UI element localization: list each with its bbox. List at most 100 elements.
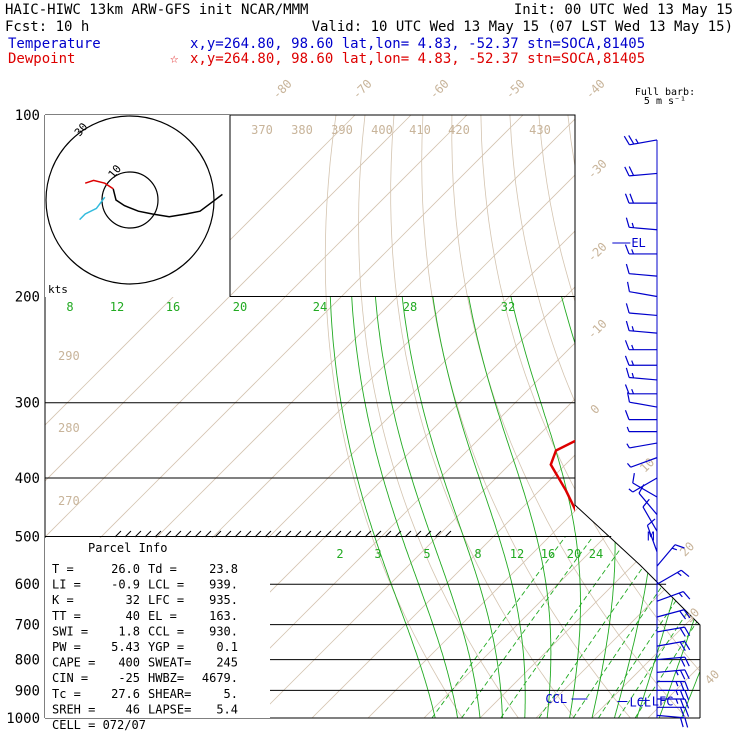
wind-barb-flag bbox=[624, 244, 630, 255]
theta-label: 410 bbox=[409, 123, 431, 137]
parcel-cell: 27.6 bbox=[111, 687, 140, 701]
isotherm-label: -70 bbox=[350, 77, 375, 102]
parcel-cell: 32 bbox=[126, 593, 140, 607]
wind-barb-flag bbox=[624, 193, 630, 204]
wind-barb-flag bbox=[629, 193, 635, 204]
parcel-title: Parcel Info bbox=[88, 541, 167, 555]
wind-barb-flag bbox=[635, 138, 639, 144]
wind-barb-flag bbox=[623, 135, 630, 146]
theta-label: 430 bbox=[529, 123, 551, 137]
parcel-cell: PW = bbox=[52, 640, 81, 654]
wind-barb bbox=[646, 518, 658, 552]
wind-barb-flag bbox=[626, 281, 631, 292]
freezing-hatch bbox=[144, 530, 152, 538]
wind-barb-flag bbox=[671, 547, 678, 551]
parcel-cell: 4679. bbox=[202, 671, 238, 685]
wind-barb-flag bbox=[679, 610, 687, 620]
wind-barb-flag bbox=[679, 627, 686, 637]
wind-barb bbox=[656, 656, 690, 667]
wind-barb-flag bbox=[675, 698, 679, 704]
dry-adiabat-line bbox=[713, 115, 740, 731]
freezing-hatch bbox=[404, 530, 412, 538]
wind-barb-flag bbox=[628, 488, 634, 493]
parcel-cell: 245 bbox=[216, 656, 238, 670]
parcel-cell: CCL = bbox=[148, 624, 184, 638]
freezing-hatch bbox=[394, 530, 402, 538]
wind-barb-staff bbox=[629, 401, 658, 408]
hodograph-units: kts bbox=[48, 283, 68, 296]
freezing-hatch bbox=[244, 530, 252, 538]
legend-temperature-info: x,y=264.80, 98.60 lat,lon= 4.83, -52.37 … bbox=[190, 36, 645, 52]
wind-barb-flag bbox=[625, 263, 630, 274]
barb-title: Full barb: bbox=[635, 87, 695, 98]
wind-barb bbox=[625, 367, 658, 381]
dry-adiabat-line bbox=[358, 115, 528, 718]
wind-barb-flag bbox=[624, 166, 630, 177]
wind-barb-flag bbox=[642, 498, 650, 508]
parcel-cell: 930. bbox=[209, 624, 238, 638]
wind-barb-staff bbox=[656, 626, 685, 633]
wind-barb bbox=[624, 384, 657, 395]
pressure-tick-label: 500 bbox=[15, 529, 40, 545]
legend-dewpoint: Dewpoint bbox=[8, 51, 75, 67]
freezing-hatch bbox=[384, 530, 392, 538]
wind-barb bbox=[657, 698, 690, 709]
isotherm-line bbox=[298, 115, 700, 718]
freezing-hatch bbox=[184, 530, 192, 538]
wind-barb bbox=[656, 714, 689, 728]
parcel-cell: LI = bbox=[52, 578, 81, 592]
parcel-cell: 0.1 bbox=[216, 640, 238, 654]
dry-adiabat-line bbox=[683, 115, 700, 718]
wind-barb-flag bbox=[675, 670, 679, 676]
isotherm-line bbox=[466, 115, 700, 718]
mixing-ratio-label: 24 bbox=[589, 547, 603, 561]
wind-barb-flag bbox=[631, 360, 635, 366]
isotherm-line bbox=[45, 115, 468, 718]
wind-barb-flag bbox=[624, 384, 630, 395]
isotherm-line bbox=[45, 115, 524, 718]
wind-barb-staff bbox=[630, 457, 658, 468]
wind-barb-flag bbox=[631, 326, 635, 332]
moist-adiabat-label: 20 bbox=[233, 300, 247, 314]
freezing-hatch bbox=[204, 530, 212, 538]
wind-barb-flag bbox=[647, 518, 656, 526]
mixing-ratio-label: 20 bbox=[567, 547, 581, 561]
freezing-hatch bbox=[314, 530, 322, 538]
moist-adiabat-line bbox=[374, 296, 481, 718]
parcel-cell: 935. bbox=[209, 593, 238, 607]
theta-label: 420 bbox=[448, 123, 470, 137]
wind-barb bbox=[626, 281, 658, 298]
wind-barb-staff bbox=[656, 714, 685, 719]
isotherm-line bbox=[45, 115, 356, 718]
wind-barb-flag bbox=[684, 690, 690, 700]
isotherm-label: -80 bbox=[270, 77, 295, 102]
freezing-hatch bbox=[374, 530, 382, 538]
moist-adiabat-label: 28 bbox=[403, 300, 417, 314]
legend-temperature: Temperature bbox=[8, 36, 101, 52]
freezing-hatch bbox=[194, 530, 202, 538]
mixing-ratio-line bbox=[538, 536, 665, 718]
header-title: HAIC-HIWC 13km ARW-GFS init NCAR/MMM bbox=[5, 2, 308, 18]
pressure-tick-label: 600 bbox=[15, 577, 40, 593]
isotherm-label: 0 bbox=[588, 402, 603, 417]
wind-barb-flag bbox=[684, 698, 690, 709]
freezing-hatch bbox=[154, 530, 162, 538]
parcel-cell: 5.4 bbox=[216, 702, 238, 716]
wind-barb-staff bbox=[629, 330, 658, 334]
pressure-tick-label: 800 bbox=[15, 653, 40, 669]
parcel-cell: Td = bbox=[148, 562, 177, 576]
theta-label: 370 bbox=[251, 123, 273, 137]
freezing-hatch bbox=[444, 530, 452, 538]
moist-adiabat-line bbox=[329, 296, 436, 718]
wind-barb-staff bbox=[629, 376, 658, 381]
wind-barb-flag bbox=[638, 484, 645, 494]
lcl-label: LCL bbox=[629, 696, 651, 710]
wind-barb-flag bbox=[678, 592, 683, 598]
wind-barb-flag bbox=[631, 222, 635, 228]
wind-barb bbox=[624, 355, 657, 366]
wind-barb-flag bbox=[631, 344, 635, 350]
moist-adiabat-label: 16 bbox=[166, 300, 180, 314]
pressure-tick-label: 300 bbox=[15, 396, 40, 412]
parcel-cell: 23.8 bbox=[209, 562, 238, 576]
wind-barb bbox=[624, 410, 657, 421]
